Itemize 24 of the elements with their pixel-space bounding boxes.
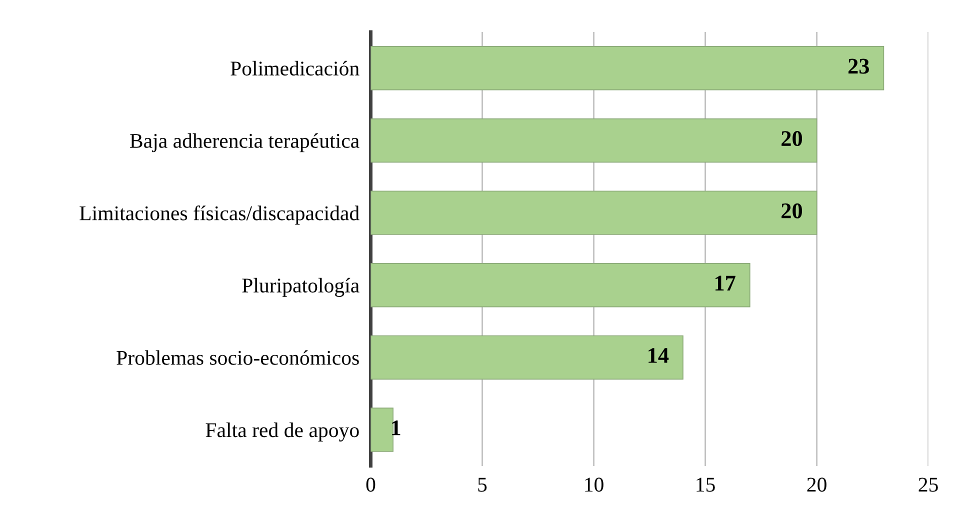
bar [370, 408, 394, 452]
data-label: 17 [716, 276, 736, 290]
y-tick-label: Limitaciones físicas/discapacidad [80, 205, 360, 225]
x-tick-label: 20 [807, 478, 826, 492]
y-tick-label: Baja adherencia terapéutica [130, 133, 360, 152]
y-tick-label: Problemas socio-económicos [116, 350, 359, 365]
x-tick-label: 15 [696, 478, 715, 492]
x-tick-label: 0 [366, 478, 376, 492]
bar [370, 118, 818, 163]
bar [370, 263, 750, 308]
data-label: 23 [848, 58, 869, 74]
y-tick-label: Falta red de apoyo [206, 422, 359, 442]
data-label: 20 [782, 131, 802, 146]
bar [370, 46, 884, 90]
data-label: 14 [648, 348, 669, 363]
y-tick-label: Polimedicación [230, 60, 360, 76]
x-tick-label: 10 [585, 478, 604, 492]
y-tick-label: Pluripatología [242, 278, 360, 297]
bar [370, 190, 818, 235]
x-tick-label: 25 [918, 478, 938, 492]
x-tick-label: 5 [478, 478, 487, 492]
data-label: 20 [782, 203, 802, 218]
data-label: 1 [392, 420, 400, 436]
bar [370, 335, 684, 380]
